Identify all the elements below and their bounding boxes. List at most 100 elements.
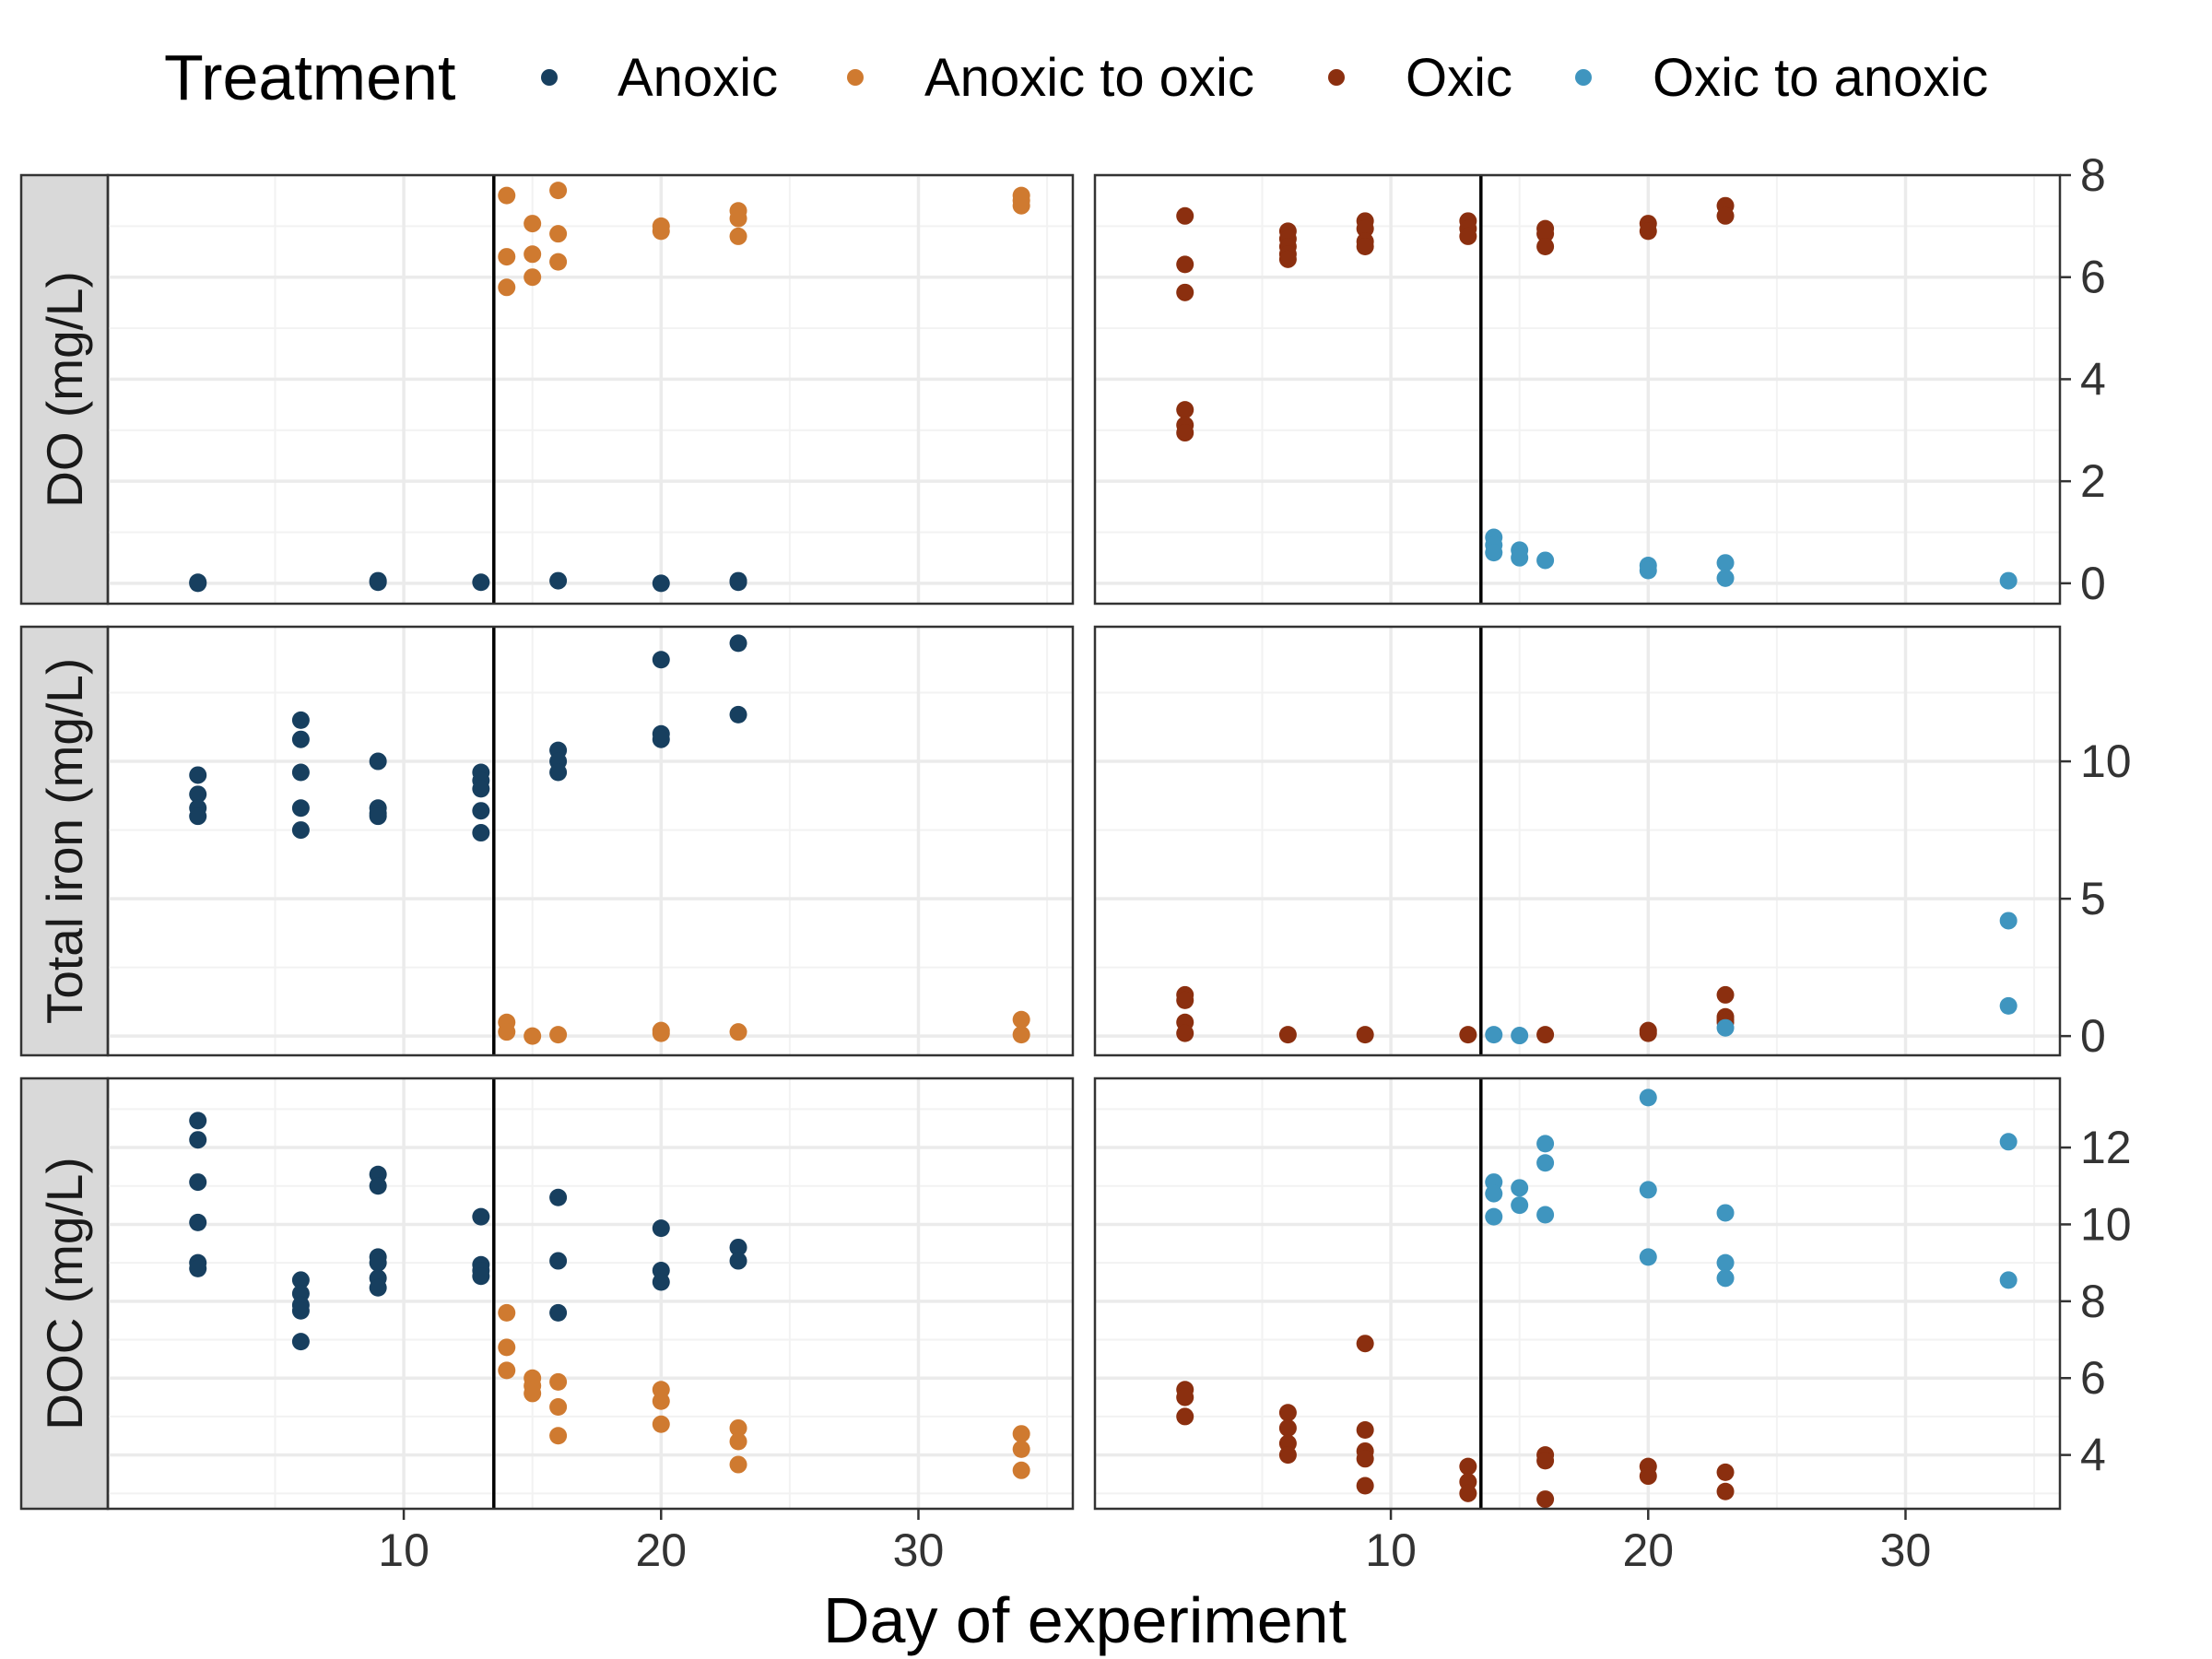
row-3-y-axis: 4 6 8 10 12 <box>2060 1122 2132 1481</box>
data-point-oxic <box>1278 1418 1297 1437</box>
data-point-anoxic <box>472 780 490 798</box>
y-tick-label: 12 <box>2080 1122 2132 1173</box>
series-oxic-to-anoxic <box>1485 912 2018 1045</box>
data-point-oxic-to-anoxic <box>1716 1204 1735 1222</box>
data-point-oxic <box>1459 1026 1477 1044</box>
data-point-anoxic-to-oxic <box>498 278 516 297</box>
data-point-anoxic <box>472 802 490 820</box>
data-point-anoxic-to-oxic <box>1012 1461 1030 1479</box>
x-tick-label: 20 <box>635 1524 687 1576</box>
data-point-anoxic <box>291 730 310 748</box>
data-point-anoxic <box>369 1278 387 1297</box>
data-point-anoxic <box>729 1252 747 1270</box>
x-tick-label: 10 <box>1365 1524 1417 1576</box>
series-anoxic <box>189 571 747 593</box>
data-point-oxic-to-anoxic <box>1485 544 1503 562</box>
data-point-anoxic-to-oxic <box>729 1432 747 1451</box>
data-point-oxic-to-anoxic <box>1536 1135 1555 1153</box>
data-point-anoxic-to-oxic <box>498 1361 516 1380</box>
row-2-strip: Total iron (mg/L) <box>19 625 110 1057</box>
row-3-panel-right <box>1093 1077 2062 1511</box>
data-point-anoxic <box>291 763 310 782</box>
data-point-anoxic-to-oxic <box>524 1384 542 1403</box>
legend-title: Treatment <box>164 41 455 113</box>
row-3-panel-right-border <box>1093 1077 2062 1511</box>
row-2-panel-right-border <box>1093 625 2062 1057</box>
data-point-anoxic <box>369 752 387 771</box>
series-oxic <box>1176 1335 1735 1509</box>
legend-key-anoxic <box>541 69 558 86</box>
data-point-oxic <box>1536 1026 1555 1044</box>
data-point-anoxic <box>472 573 490 592</box>
data-point-anoxic-to-oxic <box>652 1392 670 1410</box>
data-point-oxic-to-anoxic <box>1536 551 1555 570</box>
data-point-oxic <box>1356 1335 1374 1353</box>
data-point-anoxic <box>189 766 207 784</box>
data-point-oxic <box>1176 424 1194 442</box>
data-point-oxic <box>1356 1026 1374 1044</box>
data-point-oxic <box>1639 1467 1657 1486</box>
data-point-oxic <box>1536 1452 1555 1470</box>
data-point-oxic <box>1459 1484 1477 1502</box>
data-point-oxic-to-anoxic <box>1511 548 1529 567</box>
data-point-anoxic <box>189 573 207 592</box>
data-point-oxic-to-anoxic <box>1536 1154 1555 1172</box>
data-point-anoxic <box>472 824 490 842</box>
data-point-anoxic-to-oxic <box>549 253 568 271</box>
row-1-strip: DO (mg/L) <box>19 173 110 606</box>
data-point-anoxic <box>369 1253 387 1272</box>
row-3-panel-left-border <box>106 1077 1075 1511</box>
y-tick-label: 0 <box>2080 558 2106 609</box>
row-2-panel-left-border <box>106 625 1075 1057</box>
data-point-anoxic <box>472 1207 490 1226</box>
row-2-strip-background <box>19 625 110 1057</box>
data-point-anoxic-to-oxic <box>1012 1440 1030 1458</box>
data-point-anoxic <box>549 1252 568 1270</box>
row-2-y-axis: 0 5 10 <box>2060 735 2132 1062</box>
data-point-anoxic-to-oxic <box>549 1372 568 1391</box>
data-point-anoxic-to-oxic <box>549 182 568 200</box>
row-2-panel-right <box>1093 625 2062 1057</box>
y-tick-label: 4 <box>2080 1430 2106 1481</box>
data-point-anoxic-to-oxic <box>524 245 542 264</box>
data-point-anoxic <box>652 651 670 669</box>
data-point-oxic <box>1176 1407 1194 1426</box>
row-3-strip-background <box>19 1077 110 1511</box>
legend-label-oxic-to-anoxic: Oxic to anoxic <box>1653 48 1988 108</box>
series-oxic <box>1176 196 1735 442</box>
data-point-oxic <box>1176 255 1194 274</box>
data-point-anoxic <box>189 1112 207 1130</box>
data-point-oxic-to-anoxic <box>1485 1184 1503 1203</box>
data-point-anoxic <box>369 807 387 826</box>
y-tick-label: 10 <box>2080 1198 2132 1250</box>
data-point-anoxic <box>291 821 310 840</box>
data-point-oxic <box>1356 1450 1374 1468</box>
x-tick-label: 30 <box>893 1524 945 1576</box>
data-point-anoxic-to-oxic <box>1012 1425 1030 1443</box>
data-point-anoxic <box>291 1271 310 1289</box>
data-point-oxic-to-anoxic <box>1716 569 1735 587</box>
data-point-anoxic <box>369 573 387 592</box>
data-point-anoxic <box>291 711 310 729</box>
data-point-anoxic <box>729 573 747 592</box>
series-oxic-to-anoxic <box>1485 1088 2018 1289</box>
data-point-anoxic-to-oxic <box>498 186 516 205</box>
data-point-oxic <box>1176 1388 1194 1406</box>
data-point-oxic <box>1176 283 1194 301</box>
data-point-anoxic-to-oxic <box>1012 1010 1030 1029</box>
data-point-anoxic-to-oxic <box>498 1023 516 1041</box>
data-point-oxic <box>1278 1026 1297 1044</box>
data-point-anoxic-to-oxic <box>729 1023 747 1041</box>
data-point-anoxic <box>652 574 670 593</box>
data-point-oxic <box>1639 222 1657 241</box>
row-3-strip: DOC (mg/L) <box>19 1077 110 1511</box>
data-point-oxic-to-anoxic <box>1511 1179 1529 1197</box>
legend-key-oxic-to-anoxic <box>1575 69 1592 86</box>
series-anoxic-to-oxic <box>498 182 1030 297</box>
data-point-oxic-to-anoxic <box>1485 1207 1503 1226</box>
x-tick-label: 10 <box>378 1524 429 1576</box>
data-point-oxic <box>1716 206 1735 225</box>
data-point-oxic-to-anoxic <box>1999 1133 2018 1151</box>
data-point-anoxic-to-oxic <box>549 1026 568 1044</box>
y-tick-label: 6 <box>2080 252 2106 303</box>
